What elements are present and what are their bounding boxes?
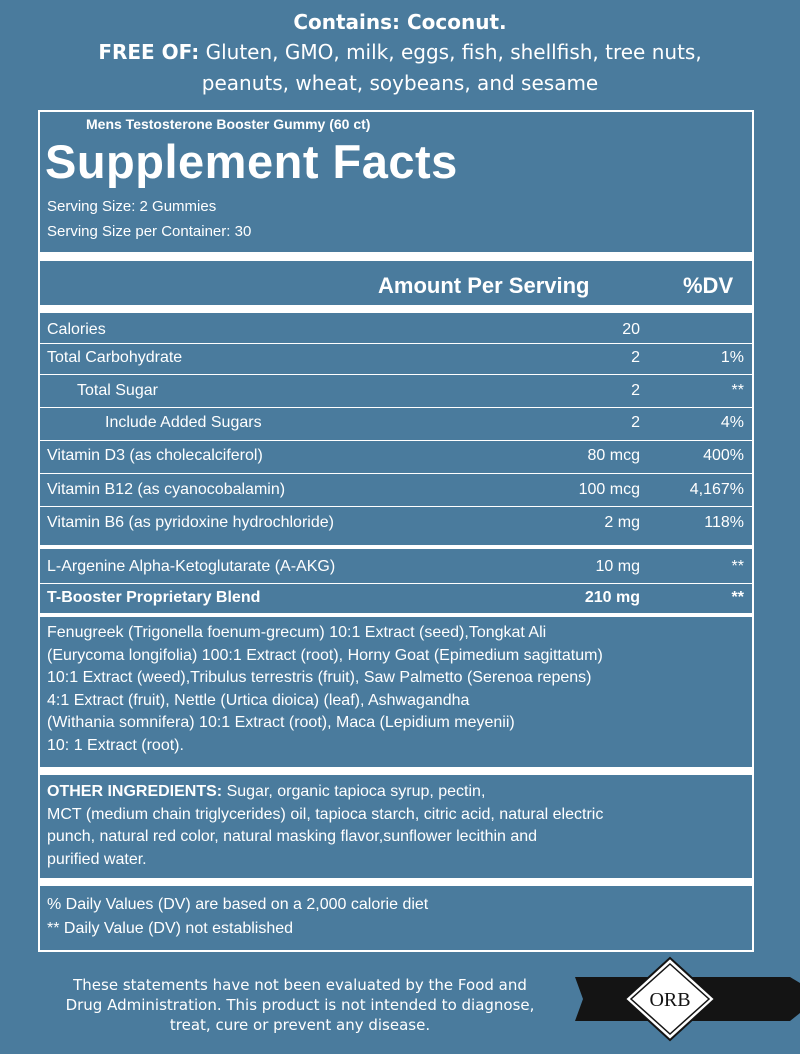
dv: 118% <box>704 514 744 531</box>
thick-rule <box>40 878 752 886</box>
thick-rule <box>40 252 752 261</box>
contains: Contains: Coconut. <box>293 10 507 34</box>
dv: ** <box>731 589 744 606</box>
rule <box>40 407 752 408</box>
amount: 2 <box>631 349 640 366</box>
amount: 2 mg <box>604 514 640 531</box>
rule <box>40 374 752 375</box>
logo-text: ORB <box>649 989 690 1011</box>
free-of: FREE OF: Gluten, GMO, milk, eggs, fish, … <box>0 40 800 64</box>
dv: 1% <box>720 349 744 366</box>
dv: 4,167% <box>689 481 744 498</box>
other-line: OTHER INGREDIENTS: Sugar, organic tapioc… <box>47 781 752 804</box>
facts-box <box>38 110 754 952</box>
nutrient: Total Carbohydrate <box>47 349 183 366</box>
free-of-line: Gluten, GMO, milk, eggs, fish, shellfish… <box>205 40 702 64</box>
fact-row: Vitamin B12 (as cyanocobalamin) 100 mcg 4,… <box>47 476 744 504</box>
note: ** Daily Value (DV) not established <box>47 920 294 937</box>
thick-rule <box>40 305 752 313</box>
fact-row: Vitamin D3 (as cholecalciferol) 80 mcg 400… <box>47 442 744 470</box>
notes: % Daily Values (DV) are based on a 2,000… <box>47 893 752 941</box>
fact-row: Calories 20 <box>47 316 744 344</box>
blend: Fenugreek (Trigonella foenum-grecum) 10:… <box>47 622 752 757</box>
column-head: %DV <box>683 273 734 298</box>
dv: 4% <box>720 414 744 431</box>
rule <box>40 473 752 474</box>
rule <box>40 440 752 441</box>
serving-size: Serving Size: 2 Gummies <box>47 198 217 215</box>
dv: ** <box>731 558 744 575</box>
blend-line: 10: 1 Extract (root). <box>47 736 184 754</box>
fact-row: Total Carbohydrate 2 1% <box>47 344 744 372</box>
blend-line: 10:1 Extract (weed),Tribulus terrestris … <box>47 669 592 686</box>
rule <box>40 583 752 584</box>
nutrient: Calories <box>47 321 106 338</box>
nutrient: T-Booster Proprietary Blend <box>47 589 261 606</box>
nutrient: Include Added Sugars <box>105 414 262 431</box>
nutrient: Vitamin D3 (as cholecalciferol) <box>47 447 263 464</box>
product: Mens Testosterone Booster Gummy (60 ct) <box>86 116 371 132</box>
dv: 400% <box>703 447 744 464</box>
fact-row: L-Argenine Alpha-Ketoglutarate (A-AKG) 10… <box>47 553 744 581</box>
rule <box>40 506 752 507</box>
nutrient: Total Sugar <box>77 382 158 399</box>
note: % Daily Values (DV) are based on a 2,000… <box>47 896 429 913</box>
amount: 100 mcg <box>578 481 640 498</box>
medium-rule <box>40 545 752 549</box>
logo-diamond <box>623 956 717 1042</box>
other-label: OTHER INGREDIENTS: <box>47 783 223 800</box>
disclaimer: These statements have not been evaluated… <box>30 975 570 1035</box>
nutrient: L-Argenine Alpha-Ketoglutarate (A-AKG) <box>47 558 336 575</box>
logo-diamond-inner <box>629 962 711 1036</box>
other-ingredients: OTHER INGREDIENTS: Sugar, organic tapioc… <box>47 781 752 871</box>
disclaimer-line: These statements have not been evaluated… <box>73 976 527 994</box>
column-head: Amount Per Serving <box>378 273 590 298</box>
fact-row: Vitamin B6 (as pyridoxine hydrochloride)… <box>47 509 744 537</box>
free-of-line: peanuts, wheat, soybeans, and sesame <box>201 71 599 95</box>
blend-line: 4:1 Extract (fruit), Nettle (Urtica dioi… <box>47 691 470 709</box>
nutrient: Vitamin B12 (as cyanocobalamin) <box>47 481 286 498</box>
thick-rule <box>40 767 752 775</box>
facts-title: Supplement Facts <box>45 135 458 188</box>
dv: ** <box>731 382 744 399</box>
logo: ORB <box>575 956 800 1042</box>
fact-row: Include Added Sugars 2 4% <box>47 409 744 437</box>
medium-rule <box>40 613 752 617</box>
other-line: MCT (medium chain triglycerides) oil, ta… <box>47 805 604 823</box>
amount: 210 mg <box>584 589 640 606</box>
fact-row: Total Sugar 2 ** <box>47 377 744 405</box>
amount: 2 <box>631 382 640 399</box>
amount: 10 mg <box>595 558 640 575</box>
other-text: Sugar, organic tapioca syrup, pectin, <box>226 783 486 800</box>
other-line: punch, natural red color, natural maskin… <box>47 828 538 845</box>
disclaimer-line: Drug Administration. This product is not… <box>65 996 535 1014</box>
disclaimer-line: treat, cure or prevent any disease. <box>169 1016 431 1034</box>
fact-row: T-Booster Proprietary Blend 210 mg ** <box>47 584 744 612</box>
amount: 20 <box>622 321 640 338</box>
blend-line: Fenugreek (Trigonella foenum-grecum) 10:… <box>47 624 547 641</box>
servings: Serving Size per Container: 30 <box>47 223 252 240</box>
blend-line: (Eurycoma longifolia) 100:1 Extract (roo… <box>47 646 603 664</box>
amount: 80 mcg <box>587 447 640 464</box>
blend-line: (Withania somnifera) 10:1 Extract (root)… <box>47 714 515 731</box>
rule <box>40 343 752 344</box>
nutrient: Vitamin B6 (as pyridoxine hydrochloride) <box>47 514 334 531</box>
other-line: purified water. <box>47 850 147 868</box>
free-of-label: FREE OF: <box>98 40 200 64</box>
amount: 2 <box>631 414 640 431</box>
